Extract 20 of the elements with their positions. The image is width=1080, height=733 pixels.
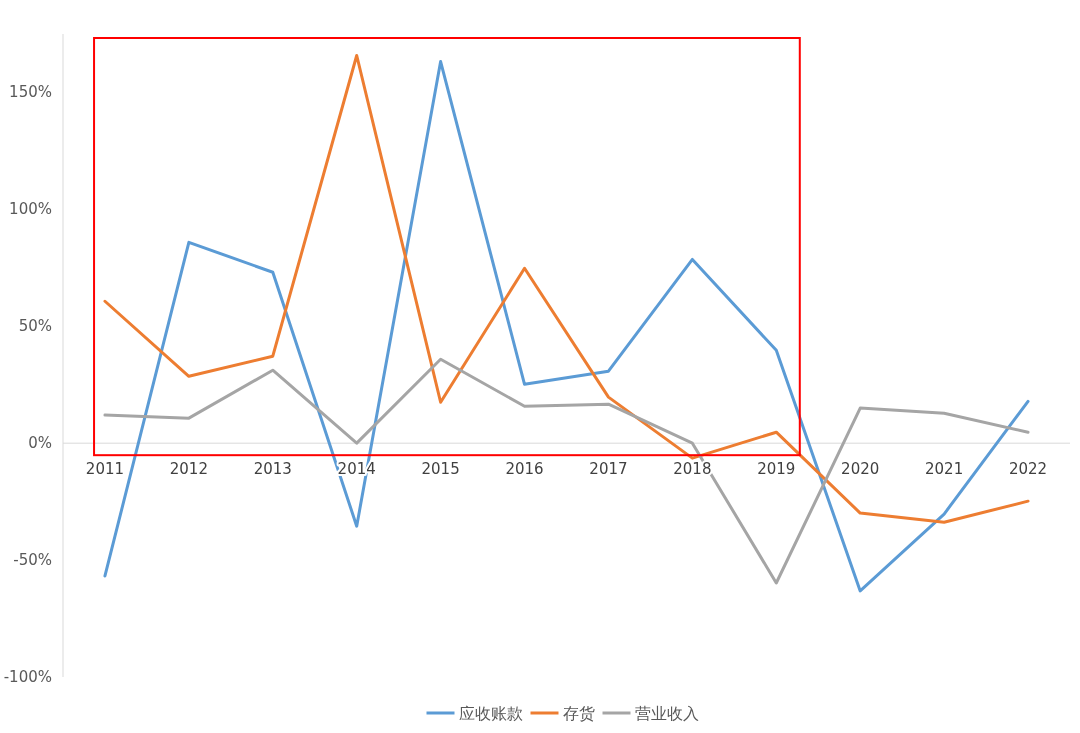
x-tick-label: 2012	[169, 460, 208, 479]
x-tick-label: 2015	[421, 460, 460, 479]
x-tick-label: 2018	[673, 460, 712, 479]
x-tick-label: 2021	[925, 460, 964, 479]
y-tick-label: -50%	[13, 551, 52, 570]
x-tick-label: 2011	[85, 460, 125, 479]
x-tick-label: 2020	[841, 460, 880, 479]
y-tick-label: 100%	[9, 200, 52, 219]
x-tick-label: 2017	[589, 460, 628, 479]
legend-label: 营业收入	[634, 704, 699, 723]
y-tick-label: 0%	[28, 434, 52, 453]
x-tick-label: 2022	[1008, 460, 1048, 479]
y-tick-label: -100%	[3, 668, 52, 686]
legend-label: 应收账款	[458, 704, 523, 723]
x-tick-label: 2013	[253, 460, 292, 479]
y-tick-label: 50%	[18, 317, 52, 336]
x-tick-label: 2019	[757, 460, 796, 479]
x-tick-label: 2016	[505, 460, 544, 479]
y-tick-label: 150%	[9, 83, 52, 102]
legend-label: 存货	[562, 704, 595, 723]
